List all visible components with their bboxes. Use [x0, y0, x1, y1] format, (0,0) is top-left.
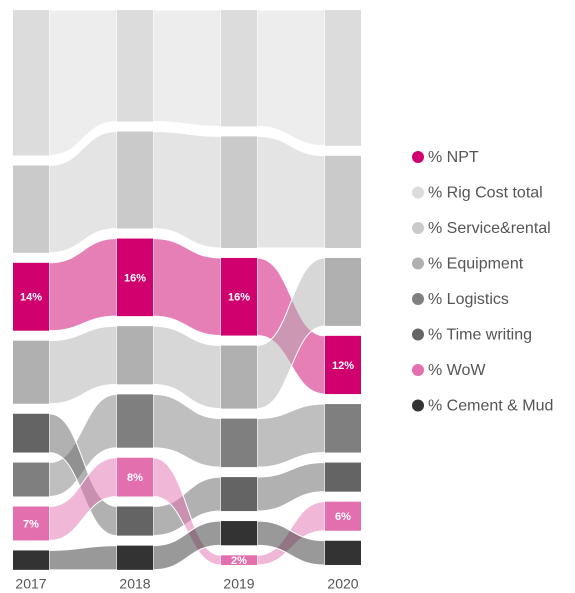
x-tick-label: 2020 — [327, 576, 358, 592]
ribbon — [48, 545, 118, 571]
column-segment — [117, 131, 153, 229]
column-segment — [13, 506, 49, 541]
legend-marker — [412, 364, 424, 376]
ribbon — [152, 238, 222, 337]
ribbon — [256, 135, 326, 249]
x-tick-label: 2019 — [223, 576, 254, 592]
ribbon — [152, 325, 222, 410]
column-segment — [221, 418, 257, 468]
column-segment — [13, 550, 49, 570]
legend-marker — [412, 257, 424, 270]
column-segment — [325, 540, 361, 565]
column-segment — [221, 257, 257, 336]
column-segment — [221, 345, 257, 409]
legend-label: % WoW — [428, 362, 486, 379]
data-label: 16% — [228, 292, 250, 304]
legend-label: % Time writing — [428, 327, 532, 344]
legend-label: % Cement & Mud — [428, 398, 553, 415]
column-segment — [13, 165, 49, 253]
ribbon — [256, 9, 326, 147]
column-segment — [117, 506, 153, 536]
column-segment — [221, 477, 257, 512]
ribbon — [152, 131, 222, 249]
legend-label: % Equipment — [428, 256, 524, 273]
data-label: 8% — [127, 472, 143, 484]
legend-label: % Rig Cost total — [428, 185, 543, 202]
column-segment — [117, 545, 153, 570]
legend-marker — [412, 151, 424, 163]
column-segment — [13, 413, 49, 453]
column-segment — [221, 136, 257, 248]
column-segment — [13, 262, 49, 331]
legend-marker — [412, 328, 424, 341]
data-label: 7% — [23, 518, 39, 530]
legend-label: % Logistics — [428, 291, 509, 308]
data-label: 12% — [332, 360, 354, 372]
ribbon — [152, 9, 222, 127]
column-segment — [117, 10, 153, 122]
data-label: 16% — [124, 272, 146, 284]
ribbon — [48, 9, 118, 157]
legend-marker — [412, 293, 424, 305]
ribbon — [48, 325, 118, 405]
column-segment — [221, 10, 257, 127]
column-segment — [117, 457, 153, 497]
column-segment — [325, 155, 361, 248]
legend-label: % NPT — [428, 149, 479, 166]
column-segment — [117, 238, 153, 317]
legend-marker — [412, 186, 424, 199]
ribbon — [256, 403, 326, 468]
column-segment — [117, 326, 153, 385]
x-tick-label: 2017 — [15, 576, 46, 592]
legend-label: % Service&rental — [428, 220, 551, 237]
column-segment — [13, 10, 49, 156]
x-tick-label: 2018 — [119, 576, 150, 592]
column-segment — [221, 555, 257, 565]
column-segment — [13, 462, 49, 497]
column-segment — [325, 501, 361, 531]
legend-marker — [412, 399, 424, 412]
data-label: 6% — [335, 511, 351, 523]
data-label: 2% — [231, 555, 247, 567]
column-segment — [325, 462, 361, 492]
column-segment — [117, 394, 153, 448]
column-segment — [325, 10, 361, 146]
column-segment — [13, 340, 49, 404]
column-segment — [221, 521, 257, 546]
column-segment — [325, 335, 361, 395]
data-label: 14% — [20, 292, 42, 304]
legend-marker — [412, 222, 424, 234]
column-segment — [325, 257, 361, 326]
column-segment — [325, 404, 361, 453]
